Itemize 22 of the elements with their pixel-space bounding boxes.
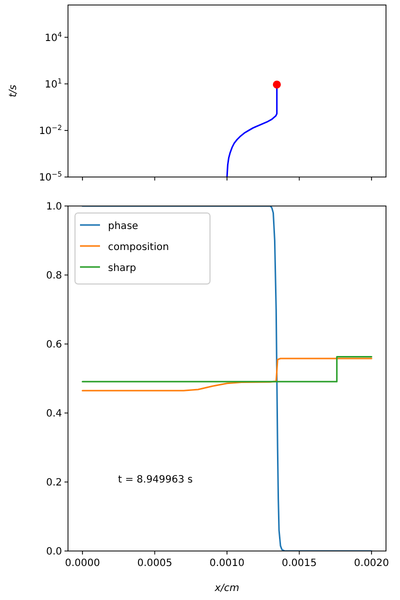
legend-label: sharp — [108, 263, 136, 274]
x-tick-label: 0.0000 — [64, 558, 100, 569]
y-tick-label: 0.0 — [46, 546, 62, 558]
annotation: t = 8.949963 s — [118, 474, 193, 486]
x-tick-label: 0.0010 — [210, 558, 244, 569]
y-tick-label: 0.4 — [46, 408, 62, 420]
y-tick-label: 10$^{1}$ — [44, 77, 62, 90]
x-tick-label: 0.0005 — [137, 558, 172, 569]
y-axis-title: t/s — [8, 84, 19, 98]
y-tick-label: 0.2 — [46, 478, 62, 488]
y-tick-label: 10$^{4}$ — [44, 30, 63, 44]
y-tick-label: 10$^{−5}$ — [38, 170, 62, 184]
x-axis-title: x/cm — [214, 583, 240, 594]
y-tick-label: 0.6 — [46, 340, 62, 350]
y-tick-label: 10$^{−2}$ — [38, 124, 62, 137]
line-series — [82, 358, 372, 392]
x-tick-label: 0.0015 — [282, 558, 317, 569]
y-tick-label: 0.8 — [46, 270, 62, 282]
legend-label: composition — [108, 242, 169, 253]
x-tick-label: 0.0020 — [354, 558, 390, 569]
legend-label: phase — [108, 221, 138, 232]
y-tick-label: 1.0 — [46, 202, 62, 212]
